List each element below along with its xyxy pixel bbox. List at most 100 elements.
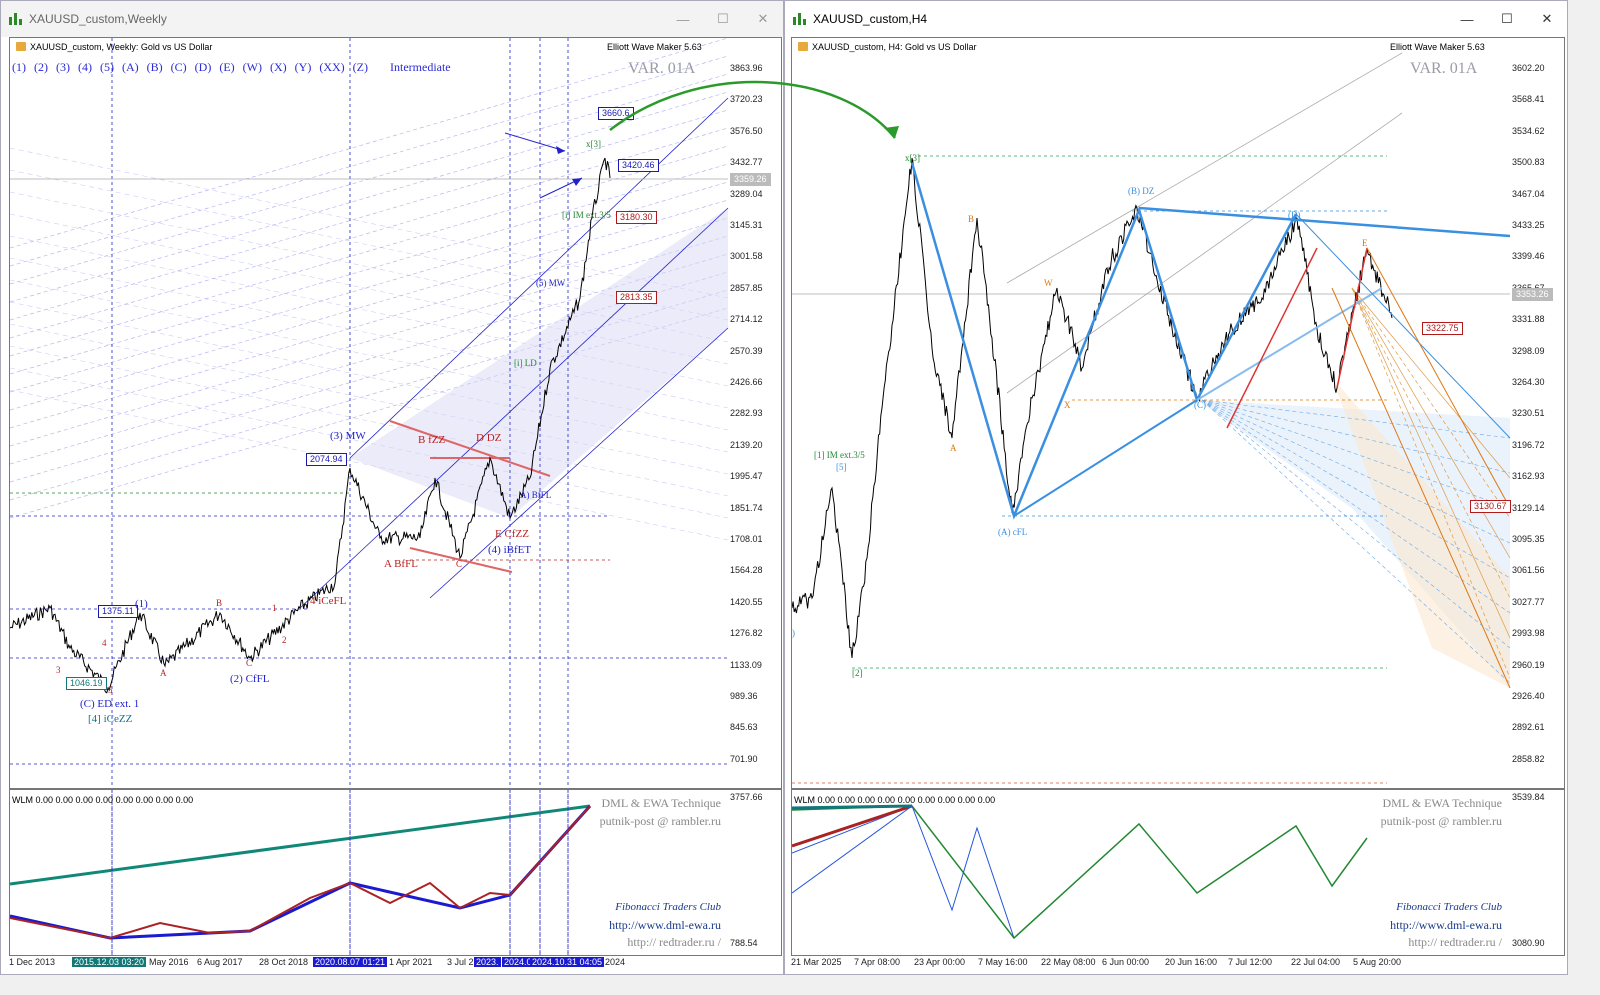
wave-label-im: [1] IM ext.3/5 — [814, 450, 865, 460]
wave-line — [1138, 206, 1511, 238]
price-tick: 3432.77 — [730, 157, 763, 168]
fib-fan-line — [10, 163, 729, 375]
wave-label-n4: 4 — [102, 638, 107, 648]
wave-label-acf: (A) cFL — [998, 527, 1028, 537]
arrow-line — [504, 132, 566, 152]
h4-price-svg — [792, 52, 1511, 940]
wave-button[interactable]: (Y) — [294, 60, 312, 74]
wlm-line — [792, 804, 913, 810]
fan-line — [1351, 287, 1511, 679]
wave-button[interactable]: (A) — [122, 60, 139, 74]
wave-button[interactable]: (X) — [270, 60, 287, 74]
credit-redtrader[interactable]: http:// redtrader.ru / — [627, 935, 721, 949]
current-price-tag: 3359.26 — [730, 173, 771, 186]
wave-button[interactable]: (W) — [242, 60, 262, 74]
minimize-icon[interactable]: — — [676, 11, 690, 27]
wave-label-ced: (C) ED ext. 1 — [80, 698, 140, 710]
time-tick: 22 Jul 04:00 — [1291, 957, 1341, 967]
credit-url[interactable]: http://www.dml-ewa.ru — [609, 918, 721, 932]
time-tick: 20 Jun 16:00 — [1165, 957, 1218, 967]
credit-url[interactable]: http://www.dml-ewa.ru — [1390, 918, 1502, 932]
price-tick: 3027.77 — [1512, 596, 1545, 607]
price-tick: 2139.20 — [730, 439, 763, 450]
price-tag: 3660.6 — [598, 107, 634, 120]
wave-button[interactable]: (1) — [12, 60, 26, 74]
price-tick: 3534.62 — [1512, 125, 1545, 136]
left-chart-window: XAUUSD_custom,Weekly — ☐ ✕ XAUUSD_custom… — [0, 0, 784, 975]
h4-chart[interactable]: XAUUSD_custom, H4: Gold vs US Dollar Ell… — [791, 37, 1565, 956]
time-tick: 2024.10.31 04:05 — [530, 957, 605, 967]
wave-label-two: [2] — [852, 668, 863, 678]
price-tick: 3162.93 — [1512, 471, 1545, 482]
left-titlebar[interactable]: XAUUSD_custom,Weekly — ☐ ✕ — [1, 1, 783, 37]
price-tick: 2960.19 — [1512, 659, 1545, 670]
close-icon[interactable]: ✕ — [757, 11, 769, 26]
time-tick: 2023. — [474, 957, 501, 967]
price-tick: 3576.50 — [730, 125, 763, 136]
price-tick: 1564.28 — [730, 565, 763, 576]
wave-label-ciczz: E CfZZ — [495, 528, 529, 540]
chart-bars-icon — [793, 13, 807, 25]
time-tick: 1 Apr 2021 — [389, 957, 433, 967]
chart-bars-icon — [9, 13, 23, 25]
price-tag: 2813.35 — [616, 291, 657, 304]
fib-fan-line — [10, 181, 729, 393]
degree-label[interactable]: Intermediate — [390, 60, 451, 74]
minimize-icon[interactable]: — — [1460, 11, 1474, 27]
pane-separator[interactable] — [792, 788, 1564, 790]
wave-button[interactable]: (XX) — [319, 60, 345, 74]
close-icon[interactable]: ✕ — [1541, 11, 1553, 26]
symbol-icon — [798, 42, 808, 51]
wave-button[interactable]: (D) — [194, 60, 212, 74]
right-titlebar[interactable]: XAUUSD_custom,H4 — ☐ ✕ — [785, 1, 1567, 37]
weekly-chart[interactable]: XAUUSD_custom, Weekly: Gold vs US Dollar… — [9, 37, 782, 956]
wave-label-mw2: (5) MW — [536, 278, 566, 288]
wave-button[interactable]: (5) — [100, 60, 114, 74]
wave-button[interactable]: (C) — [170, 60, 187, 74]
wave-label-n5: 5 — [108, 685, 113, 695]
wave-button[interactable]: (4) — [78, 60, 92, 74]
credit-club: Fibonacci Traders Club — [1396, 901, 1502, 913]
time-tick: 23 Apr 00:00 — [914, 957, 966, 967]
wave-button[interactable]: (B) — [146, 60, 163, 74]
wave-label-b: B — [216, 598, 223, 608]
wave-button[interactable]: (Z) — [352, 60, 368, 74]
wave-label-n2: 2 — [282, 635, 287, 645]
triangle-line — [389, 420, 551, 477]
pane-separator[interactable] — [10, 788, 781, 790]
fan-line — [1351, 287, 1511, 519]
wave-button[interactable]: (2) — [34, 60, 48, 74]
wave-label-iceZZ: [4] iCeZZ — [88, 713, 133, 725]
maximize-icon[interactable]: ☐ — [1501, 11, 1513, 26]
channel-line — [429, 327, 729, 599]
wlm-label: WLM 0.00 0.00 0.00 0.00 0.00 0.00 0.00 0… — [794, 795, 996, 805]
price-tick: 3602.20 — [1512, 63, 1545, 73]
price-tick: 3467.04 — [1512, 188, 1545, 199]
credit-club: Fibonacci Traders Club — [615, 901, 721, 913]
wave-label-cf: (2) CfFL — [230, 673, 270, 685]
time-tick: 2015.12.03 03:20 — [72, 957, 147, 967]
maximize-icon[interactable]: ☐ — [717, 11, 729, 26]
price-tick: 3264.30 — [1512, 377, 1545, 387]
wave-label-a_bfl: A) BfFL — [520, 490, 552, 500]
price-tick: 3289.04 — [730, 188, 763, 199]
wlm-line — [10, 804, 591, 886]
time-tick: May 2016 — [149, 957, 189, 967]
fan-line — [1201, 399, 1511, 649]
price-tick: 1995.47 — [730, 471, 763, 482]
wave-button[interactable]: (3) — [56, 60, 70, 74]
credit-mail: putnik-post @ rambler.ru — [1380, 814, 1502, 828]
wave-button[interactable]: (E) — [219, 60, 235, 74]
fan-line — [1201, 399, 1511, 439]
time-axis: 21 Mar 2025 7 Apr 08:00 23 Apr 00:00 7 May … — [791, 957, 1565, 971]
fan-line — [1351, 287, 1511, 559]
indicator-scale: 3757.66 788.54 — [730, 792, 763, 948]
time-tick: 3 Jul 2 — [447, 957, 474, 967]
wave-label-one: ) — [792, 628, 795, 638]
time-tick: 28 Oct 2018 — [259, 957, 309, 967]
fan-line — [1351, 287, 1511, 479]
fan-zone — [1332, 378, 1510, 688]
wlm-line — [792, 805, 1015, 939]
time-tick: 2024.0 — [502, 957, 534, 967]
credit-redtrader[interactable]: http:// redtrader.ru / — [1408, 935, 1502, 949]
